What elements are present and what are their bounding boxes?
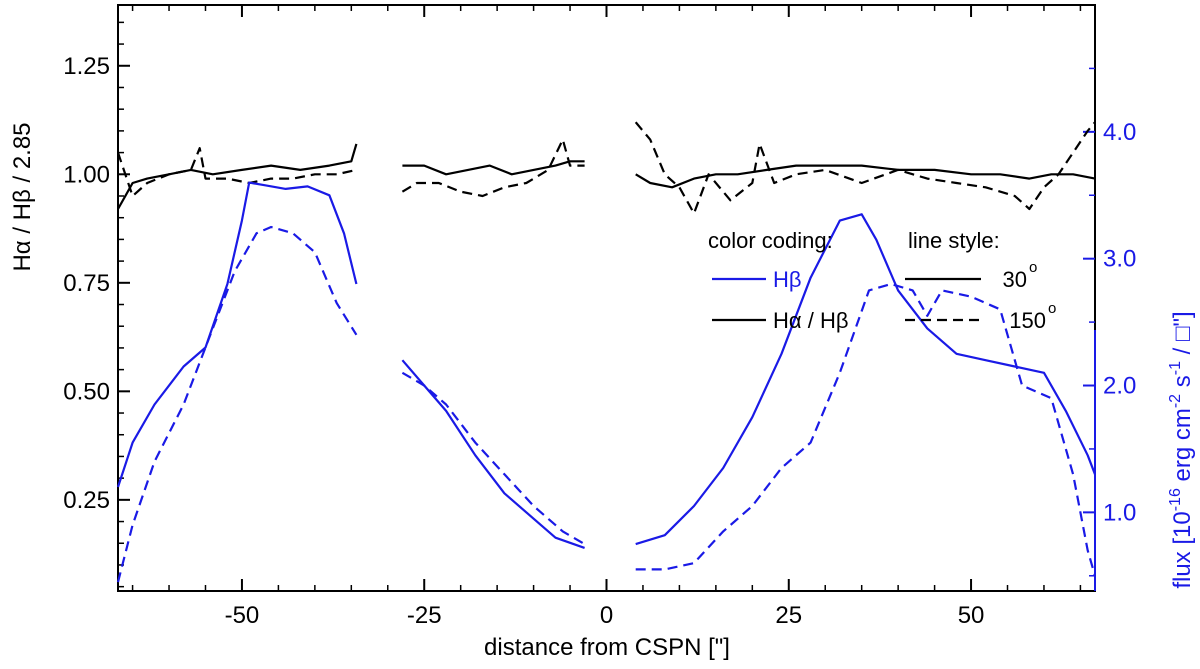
y-right-title-part: / □"] [1169, 311, 1196, 361]
legend-color-title: color coding: [708, 228, 833, 253]
y-right-title-part: s [1169, 375, 1196, 394]
y-right-title-part: erg cm [1169, 408, 1196, 488]
plot-frame [117, 4, 1096, 592]
y-left-tick-label: 0.25 [63, 487, 110, 514]
series-line-h-h-150- [634, 121, 1096, 215]
y-left-tick-label: 0.50 [63, 378, 110, 405]
y-left-axis-ticks: 0.25 0.50 0.75 1.00 1.25 [63, 21, 130, 588]
y-right-axis-ticks: 1.0 2.0 3.0 4.0 [1083, 67, 1136, 577]
series-line-h-150- [401, 371, 586, 546]
legend-style-title: line style: [908, 228, 1000, 253]
legend-hb-label: Hβ [773, 267, 802, 292]
y-left-tick-label: 1.25 [63, 53, 110, 80]
y-right-title-part: flux [10 [1169, 511, 1196, 588]
series-line-h-h-30- [402, 160, 585, 176]
legend: color coding: line style: Hβ Hα / Hβ 30 … [708, 228, 1056, 333]
legend-solid-label: 30 [1003, 267, 1027, 292]
series-line-h-30- [116, 181, 358, 488]
legend-dashed-label: 150 [1009, 308, 1046, 333]
y-right-axis-title: flux [10-16 erg cm-2 s-1 / □"] [1167, 311, 1196, 588]
y-left-tick-label: 1.00 [63, 161, 110, 188]
y-right-tick-label: 3.0 [1103, 246, 1136, 273]
y-right-title-exp: -2 [1167, 394, 1184, 408]
y-left-tick-label: 0.75 [63, 270, 110, 297]
data-series [116, 121, 1097, 583]
x-axis-ticks: -50 -25 0 25 50 [131, 5, 1082, 629]
series-line-h-30- [401, 359, 585, 549]
x-tick-label: 0 [600, 602, 613, 629]
x-tick-label: -50 [225, 602, 260, 629]
y-left-axis-title: Hα / Hβ / 2.85 [9, 122, 36, 271]
y-right-tick-label: 4.0 [1103, 119, 1136, 146]
x-axis-title: distance from CSPN ["] [484, 634, 730, 661]
series-line-h-h-30- [635, 164, 1096, 189]
y-right-tick-label: 1.0 [1103, 499, 1136, 526]
x-tick-label: -25 [407, 602, 442, 629]
y-right-title-exp: -16 [1167, 488, 1184, 511]
y-right-tick-label: 2.0 [1103, 373, 1136, 400]
series-line-h-150- [635, 282, 1097, 577]
legend-degree-symbol: o [1048, 300, 1056, 317]
series-line-h-h-30- [117, 143, 358, 210]
series-line-h-150- [116, 225, 358, 583]
x-tick-label: 25 [775, 602, 802, 629]
legend-ratio-label: Hα / Hβ [773, 308, 849, 333]
series-line-h-h-150- [116, 147, 357, 198]
series-line-h-h-150- [401, 138, 585, 198]
x-tick-label: 50 [958, 602, 985, 629]
series-line-h-30- [635, 213, 1097, 546]
y-right-title-exp: -1 [1167, 361, 1184, 375]
legend-degree-symbol: o [1029, 259, 1037, 276]
